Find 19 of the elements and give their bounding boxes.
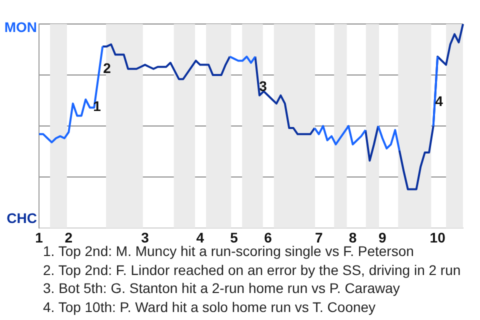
annotation: 1	[93, 98, 102, 114]
text: MON	[4, 18, 37, 35]
x-tick-label: 3	[141, 229, 150, 246]
x-tick-label: 9	[378, 229, 387, 246]
text: 3. Bot 5th: G. Stanton hit a 2-run home run vs P. Caraway	[43, 279, 401, 298]
text: 1. Top 2nd: M. Muncy hit a run-scoring single vs F. Peterson	[43, 243, 414, 259]
x-tick-label: 4	[196, 229, 204, 246]
x-tick-label: 2	[64, 229, 73, 246]
text: 4. Top 10th: P. Ward hit a solo home run vs T. Cooney	[43, 298, 377, 316]
x-tick-label: 6	[264, 229, 272, 246]
x-tick-label: 7	[314, 229, 323, 246]
x-tick-label: 5	[230, 229, 238, 246]
x-tick-label: 1	[35, 229, 44, 246]
text: CHC	[6, 210, 37, 226]
annotation: 2	[103, 60, 112, 76]
annotation: 3	[259, 78, 268, 94]
x-tick-label: 8	[348, 229, 357, 246]
text: 2. Top 2nd: F. Lindor reached on an error by the SS, driving in 2 run	[43, 260, 461, 279]
x-tick-label: 10	[430, 229, 446, 246]
